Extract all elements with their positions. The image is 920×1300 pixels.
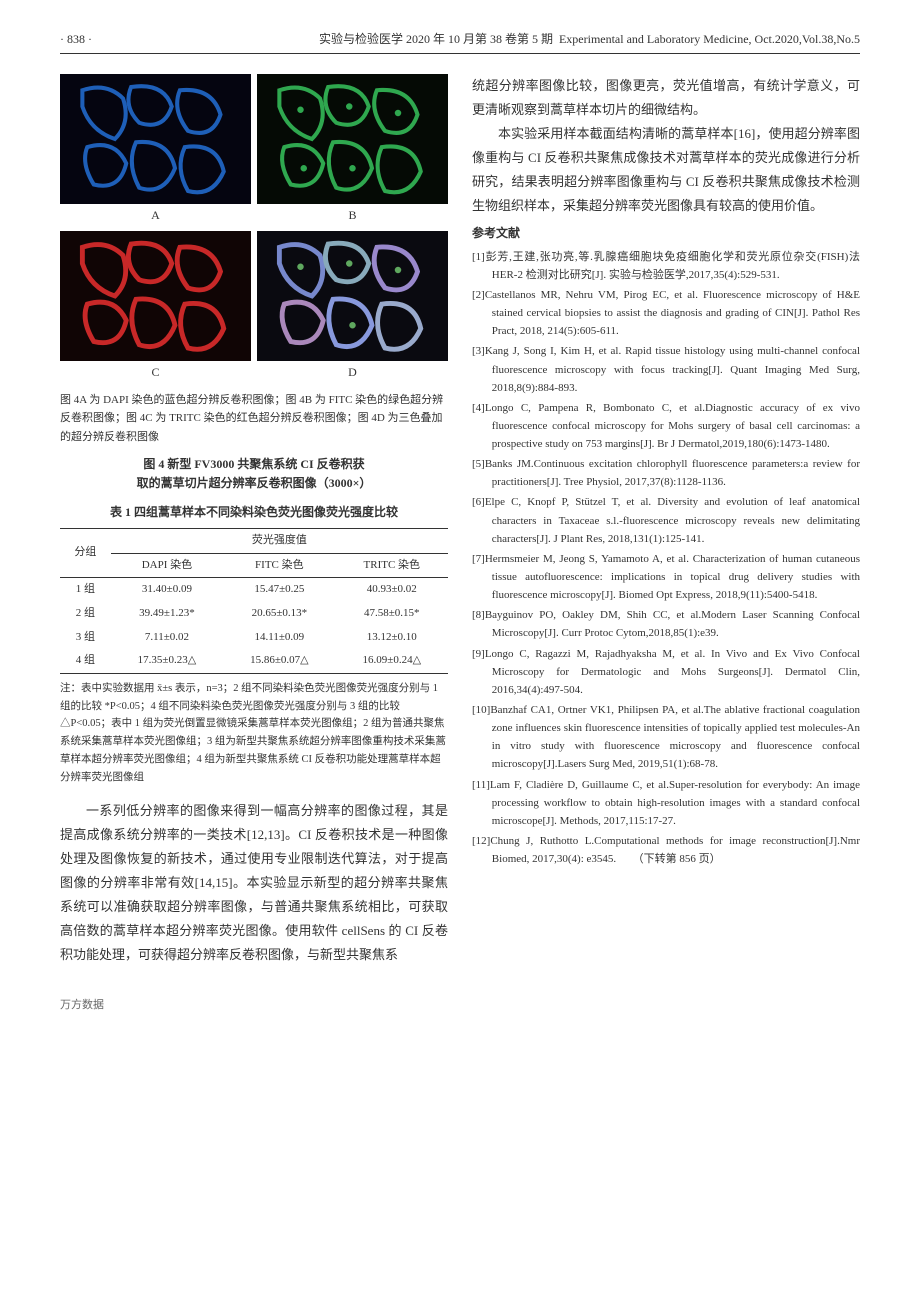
cell-pattern-d xyxy=(257,231,448,361)
table-col-dapi: DAPI 染色 xyxy=(111,553,223,578)
ref-item: [4]Longo C, Pampena R, Bombonato C, et a… xyxy=(472,399,860,453)
ref-item: [2]Castellanos MR, Nehru VM, Pirog EC, e… xyxy=(472,286,860,340)
figure-image-a xyxy=(60,74,251,204)
left-body-text: 一系列低分辨率的图像来得到一幅高分辨率的图像过程，其是提高成像系统分辨率的一类技… xyxy=(60,799,448,967)
journal-en: Experimental and Laboratory Medicine, Oc… xyxy=(559,32,860,46)
right-column: 统超分辨率图像比较，图像更亮，荧光值增高，有统计学意义，可更清晰观察到蒿草样本切… xyxy=(472,74,860,967)
journal-info: 实验与检验医学 2020 年 10 月第 38 卷第 5 期 Experimen… xyxy=(319,30,860,49)
figure-panel-b: B xyxy=(257,74,448,225)
table-row: 4 组 17.35±0.23△ 15.86±0.07△ 16.09±0.24△ xyxy=(60,649,448,673)
panel-label-a: A xyxy=(60,206,251,225)
right-paragraph-1: 统超分辨率图像比较，图像更亮，荧光值增高，有统计学意义，可更清晰观察到蒿草样本切… xyxy=(472,74,860,122)
ref-item: [1]彭芳,王建,张功亮,等.乳腺癌细胞块免疫细胞化学和荧光原位杂交(FISH)… xyxy=(472,248,860,284)
left-paragraph-1: 一系列低分辨率的图像来得到一幅高分辨率的图像过程，其是提高成像系统分辨率的一类技… xyxy=(60,799,448,967)
ref-item: [8]Bayguinov PO, Oakley DM, Shih CC, et … xyxy=(472,606,860,642)
cell-pattern-a xyxy=(60,74,251,204)
cell-pattern-b xyxy=(257,74,448,204)
ref-item: [7]Hermsmeier M, Jeong S, Yamamoto A, et… xyxy=(472,550,860,604)
table-row: 3 组 7.11±0.02 14.11±0.09 13.12±0.10 xyxy=(60,626,448,650)
panel-label-b: B xyxy=(257,206,448,225)
ref-item: [11]Lam F, Cladière D, Guillaume C, et a… xyxy=(472,776,860,830)
ref-item: [6]Elpe C, Knopf P, Stützel T, et al. Di… xyxy=(472,493,860,547)
figure-image-b xyxy=(257,74,448,204)
footer-database: 万方数据 xyxy=(60,997,860,1015)
references-list: [1]彭芳,王建,张功亮,等.乳腺癌细胞块免疫细胞化学和荧光原位杂交(FISH)… xyxy=(472,248,860,869)
page-header: · 838 · 实验与检验医学 2020 年 10 月第 38 卷第 5 期 E… xyxy=(60,30,860,54)
content-columns: A xyxy=(60,74,860,967)
figure-panel-c: C xyxy=(60,231,251,382)
right-body-text: 统超分辨率图像比较，图像更亮，荧光值增高，有统计学意义，可更清晰观察到蒿草样本切… xyxy=(472,74,860,218)
right-paragraph-2: 本实验采用样本截面结构清晰的蒿草样本[16]，使用超分辨率图像重构与 CI 反卷… xyxy=(472,122,860,218)
table-col-group: 分组 xyxy=(60,529,111,578)
table-1-title: 表 1 四组蒿草样本不同染料染色荧光图像荧光强度比较 xyxy=(60,503,448,522)
page-number: · 838 · xyxy=(60,30,92,49)
figure-title-line1: 图 4 新型 FV3000 共聚焦系统 CI 反卷积获 xyxy=(60,455,448,474)
references-heading: 参考文献 xyxy=(472,224,860,243)
table-1: 分组 荧光强度值 DAPI 染色 FITC 染色 TRITC 染色 1 组 31… xyxy=(60,528,448,674)
ref-item: [5]Banks JM.Continuous excitation chloro… xyxy=(472,455,860,491)
figure-panel-d: D xyxy=(257,231,448,382)
figure-4-grid: A xyxy=(60,74,448,382)
panel-label-c: C xyxy=(60,363,251,382)
table-body: 1 组 31.40±0.09 15.47±0.25 40.93±0.02 2 组… xyxy=(60,578,448,673)
table-col-tritc: TRITC 染色 xyxy=(336,553,448,578)
table-row: 1 组 31.40±0.09 15.47±0.25 40.93±0.02 xyxy=(60,578,448,602)
figure-image-c xyxy=(60,231,251,361)
table-row: 2 组 39.49±1.23* 20.65±0.13* 47.58±0.15* xyxy=(60,602,448,626)
ref-item: [12]Chung J, Ruthotto L.Computational me… xyxy=(472,832,860,868)
ref-item: [9]Longo C, Ragazzi M, Rajadhyaksha M, e… xyxy=(472,645,860,699)
ref-item: [3]Kang J, Song I, Kim H, et al. Rapid t… xyxy=(472,342,860,396)
cell-pattern-c xyxy=(60,231,251,361)
left-column: A xyxy=(60,74,448,967)
table-1-note: 注：表中实验数据用 x̄±s 表示，n=3；2 组不同染料染色荧光图像荧光强度分… xyxy=(60,680,448,787)
figure-image-d xyxy=(257,231,448,361)
table-header-group: 荧光强度值 xyxy=(111,529,448,554)
ref-item: [10]Banzhaf CA1, Ortner VK1, Philipsen P… xyxy=(472,701,860,774)
figure-4-title: 图 4 新型 FV3000 共聚焦系统 CI 反卷积获 取的蒿草切片超分辨率反卷… xyxy=(60,455,448,493)
journal-cn: 实验与检验医学 2020 年 10 月第 38 卷第 5 期 xyxy=(319,32,553,46)
table-col-fitc: FITC 染色 xyxy=(223,553,335,578)
panel-label-d: D xyxy=(257,363,448,382)
figure-title-line2: 取的蒿草切片超分辨率反卷积图像（3000×） xyxy=(60,474,448,493)
figure-panel-a: A xyxy=(60,74,251,225)
figure-4-caption: 图 4A 为 DAPI 染色的蓝色超分辨反卷积图像；图 4B 为 FITC 染色… xyxy=(60,391,448,447)
